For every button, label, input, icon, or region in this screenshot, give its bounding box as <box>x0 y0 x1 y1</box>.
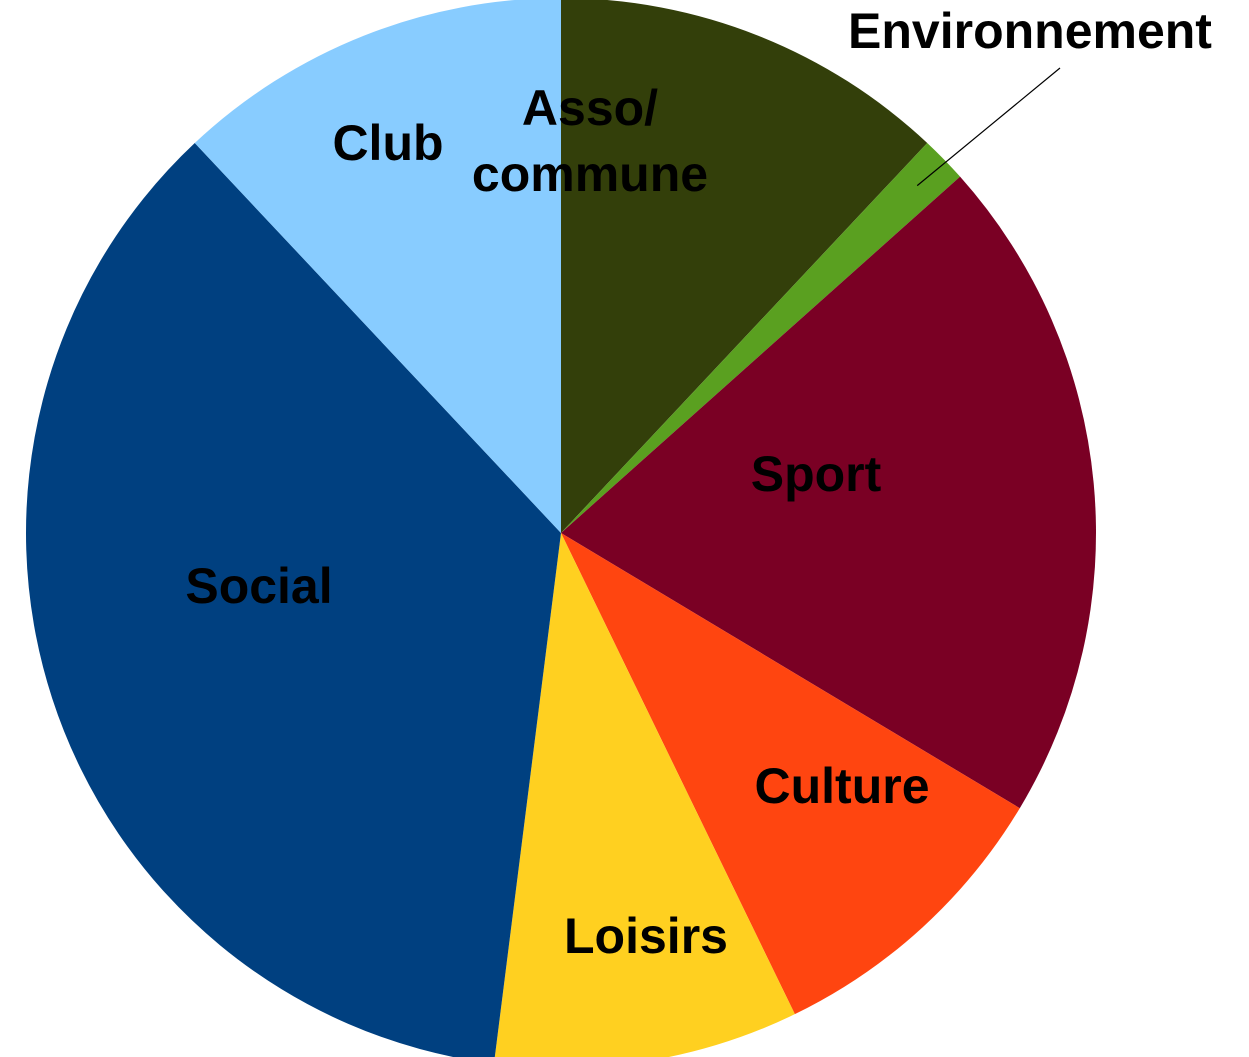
slice-label: Sport <box>751 446 882 502</box>
slice-label: Asso/commune <box>472 80 708 202</box>
pie-slice <box>26 143 561 1057</box>
pie-slice <box>561 176 1096 809</box>
slice-label: Loisirs <box>564 908 728 964</box>
pie-slice <box>561 533 1020 1015</box>
slice-label: Social <box>185 558 332 614</box>
slice-label: Club <box>332 115 443 171</box>
pie-slice <box>561 143 961 534</box>
pie-slice <box>561 0 928 533</box>
leader-line <box>916 67 1061 187</box>
slice-label: Environnement <box>848 3 1212 59</box>
pie-slice <box>494 533 795 1057</box>
pie-slice <box>194 0 561 533</box>
slice-label: Culture <box>755 758 930 814</box>
